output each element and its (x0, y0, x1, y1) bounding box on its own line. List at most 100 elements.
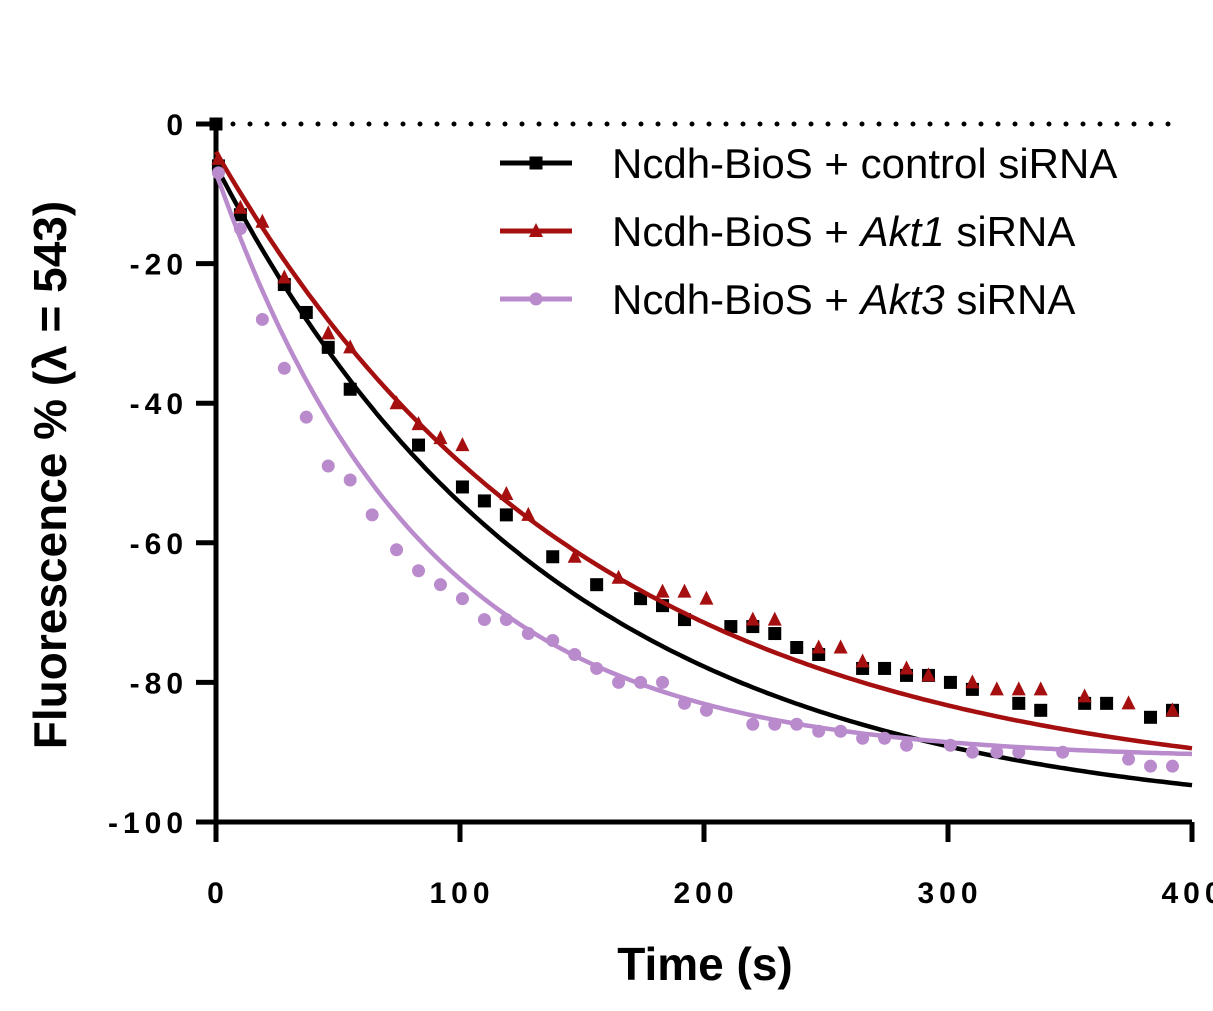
data-point (990, 745, 1004, 759)
data-point (899, 660, 914, 675)
data-point (943, 675, 957, 689)
data-point (433, 430, 448, 445)
y-tick-label: 0 (166, 109, 188, 142)
data-point (546, 634, 560, 648)
data-point (390, 543, 404, 557)
data-point (211, 166, 225, 180)
legend-label-prefix: Ncdh-BioS + (612, 140, 861, 187)
series-akt1 (211, 150, 1193, 751)
data-point (299, 410, 313, 424)
data-point (343, 382, 357, 396)
data-point (1077, 688, 1092, 703)
data-point (521, 506, 536, 521)
data-point (767, 611, 782, 626)
y-tick-label: -100 (108, 807, 188, 840)
data-point (1056, 745, 1070, 759)
data-point (812, 724, 826, 738)
data-point (255, 213, 270, 228)
data-point (943, 738, 957, 752)
data-point (499, 485, 514, 500)
legend-swatch-marker (529, 156, 543, 170)
x-tick-label: 100 (429, 877, 494, 910)
data-point (724, 620, 738, 634)
data-point (277, 269, 292, 284)
data-point (567, 548, 582, 563)
data-point (343, 473, 357, 487)
legend-label-gene: Akt3 (858, 276, 945, 323)
data-point (233, 199, 248, 214)
legend-label-prefix: Ncdh-BioS + (612, 208, 861, 255)
data-point (989, 681, 1004, 696)
data-point (1012, 696, 1026, 710)
fit-curve (214, 164, 1193, 788)
legend-item: Ncdh-BioS + control siRNA (500, 140, 1117, 187)
legend-label-gene: Akt1 (858, 208, 945, 255)
data-point (834, 724, 848, 738)
data-point (1144, 759, 1158, 773)
ticks-group: 0 -20 -40 -60 -80 -100 0 100 200 300 400 (108, 109, 1213, 910)
x-tick-label: 200 (673, 877, 738, 910)
data-point (965, 745, 979, 759)
data-point (745, 611, 760, 626)
data-point (1144, 710, 1158, 724)
x-axis-title: Time (s) (617, 938, 793, 990)
fit-curve (213, 172, 1193, 757)
data-point (233, 222, 247, 236)
data-point (856, 731, 870, 745)
data-point (878, 731, 892, 745)
data-point (855, 653, 870, 668)
data-point (433, 578, 447, 592)
legend-label-suffix: siRNA (945, 208, 1076, 255)
y-axis-title: Fluorescence % (λ = 543) (24, 201, 76, 749)
legend-label-suffix: control siRNA (861, 140, 1118, 187)
legend-item: Ncdh-BioS + Akt3 siRNA (500, 276, 1075, 323)
data-point (321, 325, 336, 340)
data-point (568, 647, 582, 661)
data-point (412, 438, 426, 452)
fit-curve (214, 150, 1193, 751)
series-group (209, 117, 1193, 788)
data-point (1165, 702, 1180, 717)
data-point (1121, 695, 1136, 710)
data-point (634, 675, 648, 689)
data-point (1033, 681, 1048, 696)
data-point (790, 717, 804, 731)
legend-label: Ncdh-BioS + Akt3 siRNA (612, 276, 1075, 323)
data-point (1034, 703, 1048, 717)
data-point (1100, 696, 1114, 710)
y-tick-label: -80 (130, 667, 188, 700)
data-point (521, 627, 535, 641)
data-point (811, 639, 826, 654)
data-point (612, 675, 626, 689)
data-point (1165, 759, 1179, 773)
data-point (299, 305, 313, 319)
data-point (590, 578, 604, 592)
legend-label-prefix: Ncdh-BioS + (612, 276, 861, 323)
x-tick-label: 400 (1161, 877, 1213, 910)
y-tick-label: -60 (130, 528, 188, 561)
data-point (455, 480, 469, 494)
data-point (965, 674, 980, 689)
data-point (499, 508, 513, 522)
legend-label: Ncdh-BioS + control siRNA (612, 140, 1117, 187)
data-point (546, 550, 560, 564)
data-point (677, 696, 691, 710)
data-point (209, 117, 223, 131)
data-point (1122, 752, 1136, 766)
series-akt3 (211, 166, 1193, 773)
data-point (656, 675, 670, 689)
x-tick-label: 300 (917, 877, 982, 910)
data-point (477, 613, 491, 627)
data-point (699, 590, 714, 605)
data-point (499, 613, 513, 627)
legend-label-suffix: siRNA (945, 276, 1076, 323)
data-point (746, 717, 760, 731)
data-point (878, 661, 892, 675)
data-point (768, 717, 782, 731)
data-point (590, 661, 604, 675)
data-point (477, 494, 491, 508)
data-point (921, 667, 936, 682)
legend-swatch-marker (529, 292, 543, 306)
